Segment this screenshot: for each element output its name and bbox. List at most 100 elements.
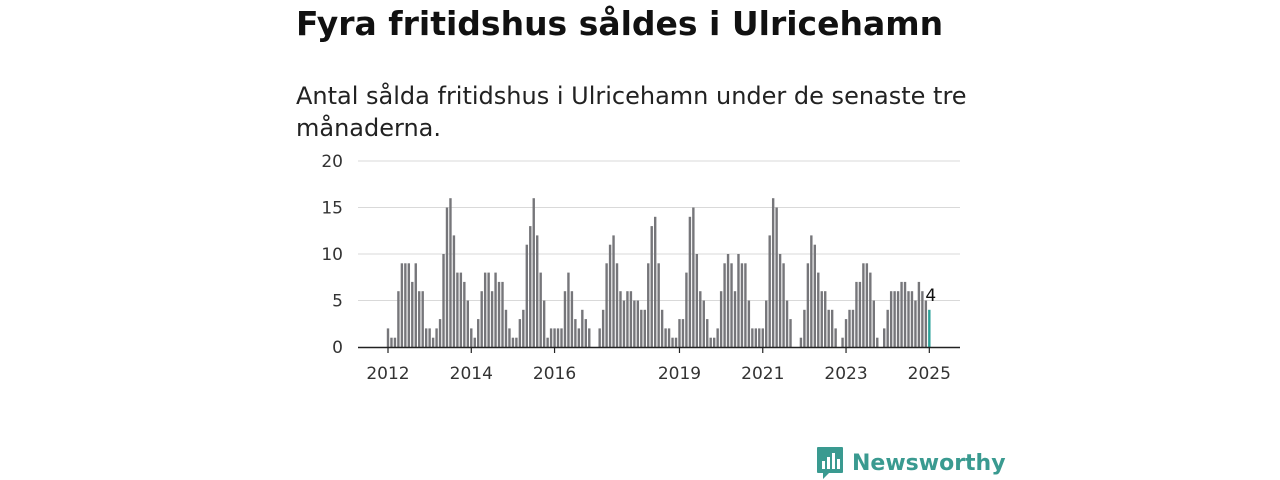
bar xyxy=(608,244,612,347)
bar xyxy=(737,254,740,347)
bar xyxy=(758,328,761,347)
bar xyxy=(799,337,803,347)
bar xyxy=(581,309,584,347)
bar xyxy=(886,309,889,347)
bar xyxy=(438,319,442,347)
bar xyxy=(824,291,827,347)
bar xyxy=(709,337,712,347)
bar xyxy=(470,328,473,347)
bar xyxy=(754,328,758,347)
bar xyxy=(678,319,681,347)
bar xyxy=(536,235,539,347)
bar xyxy=(650,226,653,347)
bar xyxy=(657,263,660,347)
y-tick-label-10: 10 xyxy=(321,245,343,265)
bar xyxy=(785,300,789,347)
bar xyxy=(803,309,806,347)
bar-highlight xyxy=(928,309,931,347)
bar xyxy=(452,235,456,347)
x-tick-label-2012: 2012 xyxy=(366,364,409,384)
data-label-last: 4 xyxy=(925,286,936,306)
bar xyxy=(626,291,629,347)
bar xyxy=(494,272,497,347)
bar xyxy=(542,300,546,347)
bar xyxy=(778,254,782,347)
bar xyxy=(733,291,737,347)
bar xyxy=(497,281,501,347)
bar xyxy=(782,263,785,347)
bar xyxy=(633,300,636,347)
bar xyxy=(636,300,640,347)
bar xyxy=(726,254,730,347)
bar xyxy=(605,263,608,347)
bar xyxy=(702,300,705,347)
bar xyxy=(647,263,650,347)
bar xyxy=(504,309,508,347)
bar xyxy=(622,300,626,347)
bar xyxy=(560,328,563,347)
bar xyxy=(421,291,424,347)
bar xyxy=(390,337,393,347)
bar xyxy=(695,254,699,347)
bar xyxy=(411,281,414,347)
bar xyxy=(706,319,709,347)
annotations: 4 xyxy=(925,286,936,306)
newsworthy-logo[interactable]: Newsworthy xyxy=(816,446,1006,480)
bar xyxy=(806,263,810,347)
bar xyxy=(789,319,792,347)
bar xyxy=(910,291,914,347)
bar xyxy=(685,272,688,347)
bar xyxy=(463,281,466,347)
bar xyxy=(539,272,542,347)
bar xyxy=(483,272,487,347)
bar xyxy=(477,319,480,347)
bar xyxy=(674,337,678,347)
bar xyxy=(893,291,896,347)
bar xyxy=(511,337,515,347)
bar xyxy=(601,309,605,347)
bar xyxy=(851,309,855,347)
bar xyxy=(834,328,837,347)
bar xyxy=(459,272,463,347)
bar xyxy=(473,337,476,347)
bar xyxy=(466,300,470,347)
bar xyxy=(525,244,528,347)
bar xyxy=(449,198,452,347)
chart-subtitle: Antal sålda fritidshus i Ulricehamn unde… xyxy=(296,82,967,142)
bar xyxy=(393,337,397,347)
bars xyxy=(386,198,931,347)
bar xyxy=(747,300,751,347)
bar xyxy=(699,291,702,347)
bar xyxy=(817,272,820,347)
y-tick-label-20: 20 xyxy=(321,152,343,172)
bar xyxy=(889,291,893,347)
y-tick-label-15: 15 xyxy=(321,199,343,219)
bar xyxy=(570,291,574,347)
bar xyxy=(671,337,674,347)
bar xyxy=(518,319,522,347)
bar xyxy=(445,207,449,347)
bar xyxy=(404,263,407,347)
bar xyxy=(820,291,823,347)
bar xyxy=(914,300,917,347)
bar xyxy=(855,281,858,347)
x-tick-label-2016: 2016 xyxy=(533,364,576,384)
bar-chart-speech-bubble-icon xyxy=(817,447,843,479)
bar xyxy=(442,254,445,347)
bar xyxy=(553,328,556,347)
y-tick-label-0: 0 xyxy=(332,338,343,358)
bar xyxy=(716,328,719,347)
bar xyxy=(688,216,692,347)
bar xyxy=(681,319,685,347)
bar xyxy=(723,263,726,347)
bar xyxy=(407,263,411,347)
bar xyxy=(858,281,862,347)
bar xyxy=(546,337,549,347)
bar xyxy=(515,337,518,347)
bar xyxy=(643,309,646,347)
bar xyxy=(386,328,390,347)
bar xyxy=(490,291,494,347)
x-axis-ticks: 2012 2014 2016 2019 2021 2023 2025 xyxy=(366,347,951,384)
bar xyxy=(775,207,778,347)
bar xyxy=(640,309,643,347)
